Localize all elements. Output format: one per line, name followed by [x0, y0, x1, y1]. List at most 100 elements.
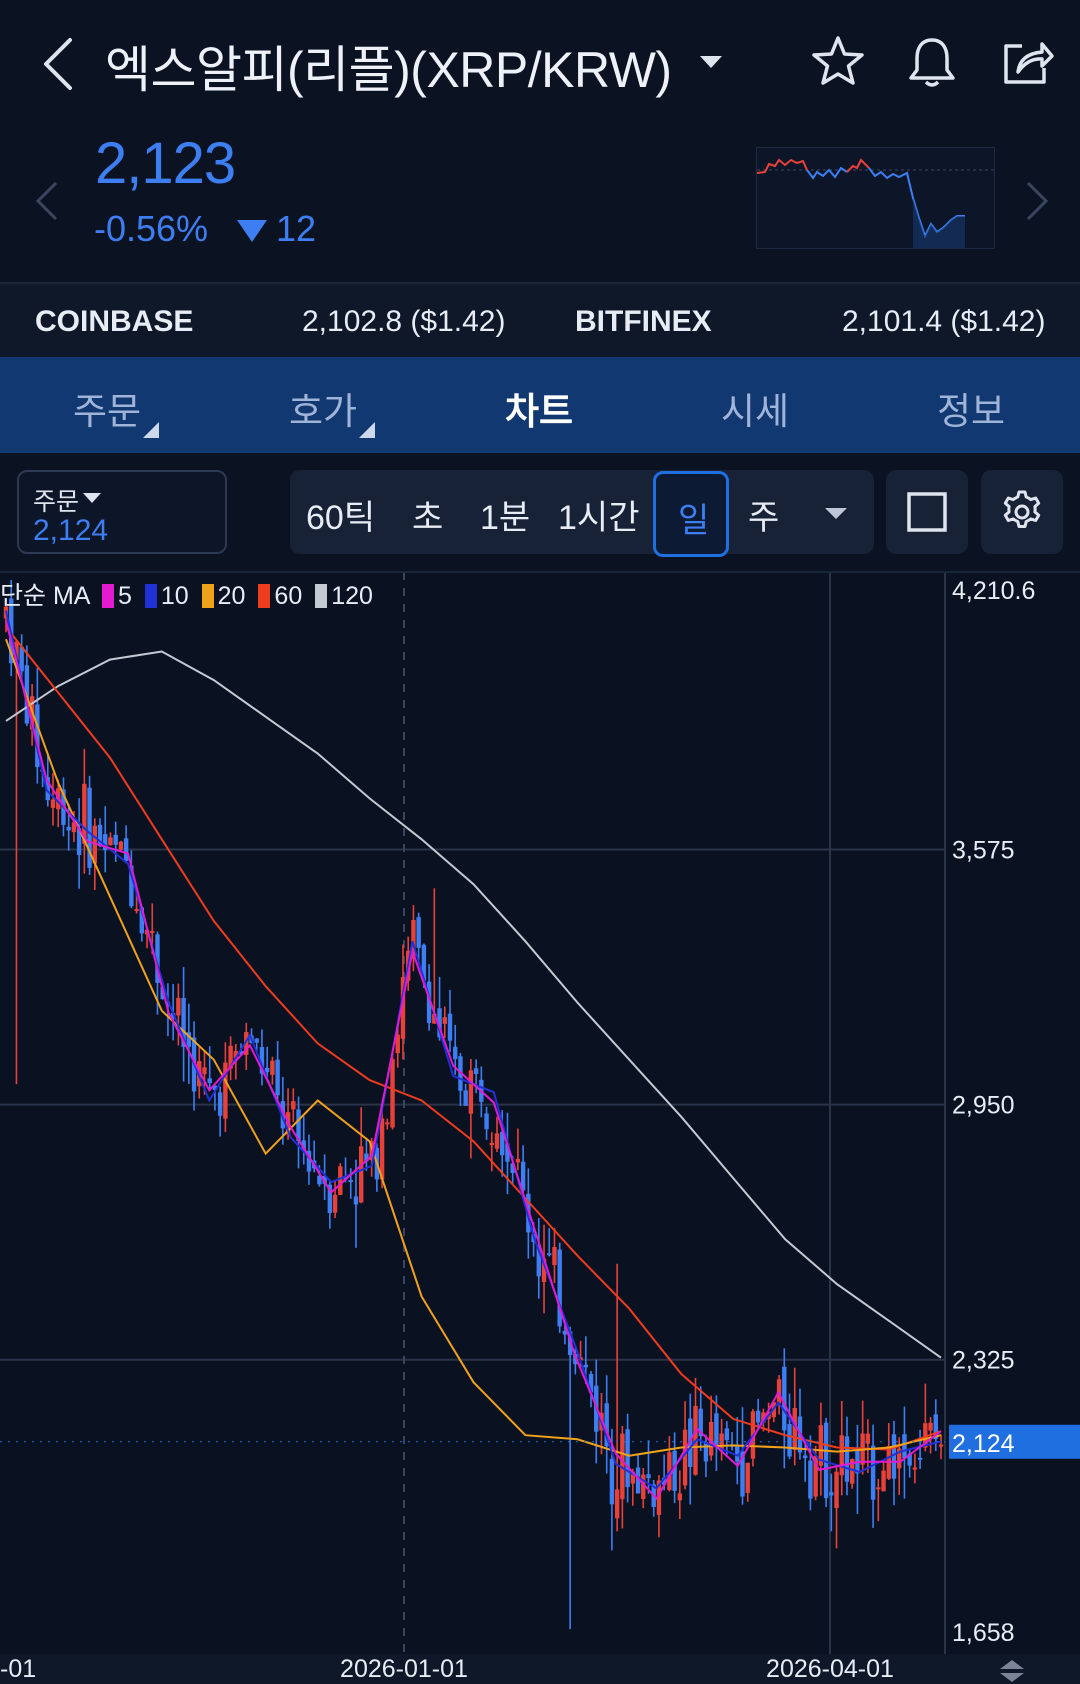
- star-icon[interactable]: [808, 32, 868, 92]
- candle-body: [186, 1032, 192, 1047]
- chevron-down-icon[interactable]: [700, 56, 722, 68]
- candle-body: [108, 837, 113, 846]
- legend-series-label: 10: [160, 582, 189, 610]
- legend-series-label: 5: [118, 582, 132, 610]
- candle-body: [682, 1429, 688, 1486]
- timeframe-week[interactable]: 주: [748, 499, 780, 537]
- candle-body: [714, 1413, 719, 1447]
- share-icon[interactable]: [996, 32, 1056, 92]
- candle-body: [876, 1487, 881, 1490]
- candle-body: [520, 1161, 526, 1191]
- candle-body: [865, 1433, 871, 1444]
- ma-20-line: [5, 638, 942, 1457]
- candle-body: [400, 977, 406, 1039]
- gear-icon: [1003, 490, 1041, 528]
- candle-body: [588, 1373, 594, 1393]
- legend-swatch: [144, 584, 157, 608]
- page-title[interactable]: 엑스알피(리플)(XRP/KRW): [105, 42, 672, 98]
- timeframe-hour[interactable]: 1시간: [558, 499, 640, 537]
- square-icon: [907, 492, 947, 532]
- tab-chart[interactable]: 차트: [505, 391, 574, 432]
- y-tick-label: 2,325: [952, 1347, 1015, 1375]
- candle-body: [703, 1441, 709, 1462]
- candle-body: [902, 1434, 907, 1459]
- candle-body: [155, 934, 160, 984]
- candle-body: [808, 1460, 813, 1499]
- candle-body: [343, 1176, 348, 1180]
- candle-body: [494, 1133, 500, 1149]
- candle-body: [834, 1471, 839, 1509]
- candle-body: [510, 1163, 515, 1173]
- ma-60-line: [5, 626, 942, 1451]
- x-axis-strip: [0, 1654, 1080, 1684]
- candle-body: [207, 1078, 212, 1084]
- candle-body: [802, 1455, 808, 1459]
- candle-body: [338, 1166, 343, 1196]
- candle-body: [656, 1480, 662, 1515]
- price-chart[interactable]: 4,210.6 3,575 2,950 2,325 1,658 2,124 -01 2026-…: [0, 570, 1080, 1684]
- candle-body: [541, 1258, 547, 1283]
- candle-body: [14, 641, 19, 661]
- tab-market-price[interactable]: 시세: [721, 391, 790, 432]
- candle-body: [604, 1403, 609, 1447]
- mini-chart: [756, 147, 995, 249]
- candle-body: [928, 1422, 933, 1431]
- timeframe-tick[interactable]: 60틱: [306, 499, 376, 537]
- candle-body: [891, 1434, 897, 1479]
- candle-body: [839, 1435, 844, 1476]
- candle-body: [296, 1109, 301, 1142]
- back-icon[interactable]: [38, 36, 78, 92]
- tab-info[interactable]: 정보: [937, 391, 1006, 432]
- candle-body: [515, 1158, 521, 1163]
- chevron-right-icon[interactable]: [1024, 180, 1050, 222]
- current-price: 2,123: [95, 131, 236, 196]
- candle-body: [850, 1458, 855, 1484]
- legend-title: 단순 MA: [0, 582, 90, 610]
- candle-body: [71, 822, 77, 833]
- order-value: 2,124: [33, 514, 109, 547]
- candle-body: [437, 1008, 442, 1038]
- timeframe-dropdown-icon[interactable]: [825, 508, 847, 519]
- down-triangle-icon: [237, 220, 267, 242]
- timeframe-minute[interactable]: 1분: [480, 499, 531, 537]
- candle-body: [280, 1101, 286, 1129]
- candle-body: [364, 1153, 369, 1162]
- candle-body: [646, 1474, 651, 1479]
- candle-body: [45, 777, 50, 801]
- tab-order[interactable]: 주문: [73, 391, 142, 432]
- candle-body: [536, 1246, 541, 1277]
- candle-body: [129, 865, 134, 907]
- candle-body: [938, 1444, 944, 1447]
- exchange-price: 2,102.8 ($1.42): [302, 305, 506, 338]
- timeframe-second[interactable]: 초: [412, 499, 444, 537]
- candle-body: [228, 1045, 233, 1069]
- candle-body: [614, 1489, 620, 1519]
- settings-button[interactable]: [981, 470, 1063, 554]
- candle-body: [463, 1090, 468, 1106]
- candle-body: [217, 1092, 223, 1116]
- candle-body: [823, 1422, 829, 1499]
- header: 엑스알피(리플)(XRP/KRW): [0, 0, 1080, 130]
- chevron-left-icon[interactable]: [34, 180, 60, 222]
- candle-body: [468, 1070, 474, 1114]
- candle-body: [238, 1050, 244, 1055]
- candle-body: [552, 1247, 557, 1266]
- fullscreen-button[interactable]: [886, 470, 968, 554]
- timeframe-day-selected[interactable]: 일: [653, 471, 729, 557]
- candle-body: [358, 1146, 364, 1203]
- candle-body: [818, 1425, 824, 1466]
- candle-body: [484, 1113, 489, 1130]
- candle-body: [426, 981, 432, 1023]
- scroll-handle-icon: [1000, 1660, 1024, 1682]
- tab-orderbook[interactable]: 호가: [289, 391, 358, 432]
- candle-body: [181, 997, 186, 1047]
- candle-body: [103, 834, 108, 851]
- candle-body: [353, 1196, 359, 1205]
- candle-body: [698, 1408, 703, 1437]
- candle-body: [672, 1450, 677, 1491]
- bell-icon[interactable]: [902, 32, 962, 92]
- chevron-down-icon: [83, 493, 101, 503]
- order-price-box[interactable]: 주문 2,124: [17, 470, 227, 554]
- exchange-name: COINBASE: [35, 305, 194, 338]
- candle-body: [755, 1410, 761, 1423]
